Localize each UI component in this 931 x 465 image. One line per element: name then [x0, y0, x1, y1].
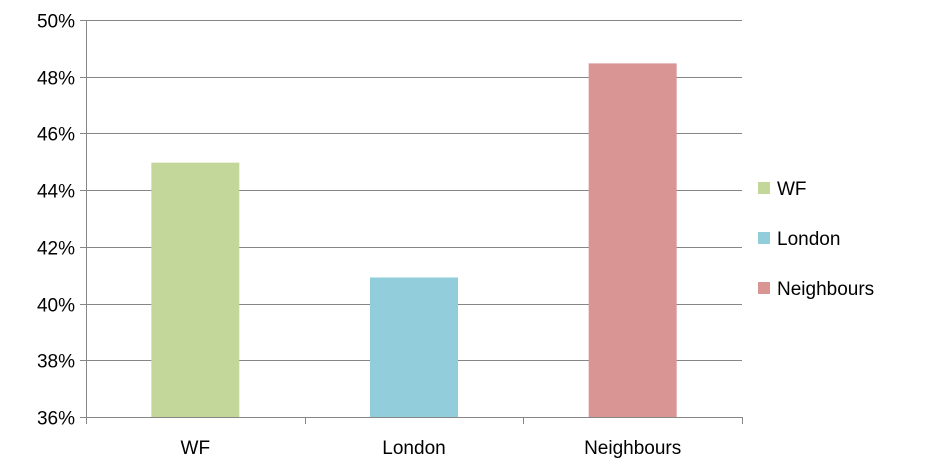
x-tick-label: Neighbours [584, 438, 681, 459]
axes [86, 20, 743, 424]
bars [151, 63, 677, 418]
y-tick-label: 48% [37, 69, 75, 90]
bar-london [370, 277, 458, 417]
y-tick-label: 42% [37, 239, 75, 260]
y-tick-label: 38% [37, 352, 75, 373]
legend-label: WF [777, 179, 807, 200]
bar-neighbours [588, 63, 677, 418]
x-tick-labels: WF London Neighbours [181, 438, 682, 459]
legend-swatch [758, 282, 770, 294]
legend-label: London [777, 229, 840, 250]
y-tick-label: 40% [37, 296, 75, 317]
y-tick-label: 36% [37, 409, 75, 430]
bar-wf [151, 162, 240, 417]
y-tick-labels: 36% 38% 40% 42% 44% 46% 48% 50% [37, 12, 75, 430]
legend-label: Neighbours [777, 279, 874, 300]
legend-swatch [758, 232, 770, 244]
x-tick-label: London [382, 438, 445, 459]
legend: WF London Neighbours [758, 179, 874, 300]
y-tick-label: 44% [37, 182, 75, 203]
y-tick-label: 46% [37, 125, 75, 146]
legend-swatch [758, 182, 770, 194]
x-tick-label: WF [181, 438, 211, 459]
y-tick-label: 50% [37, 12, 75, 33]
